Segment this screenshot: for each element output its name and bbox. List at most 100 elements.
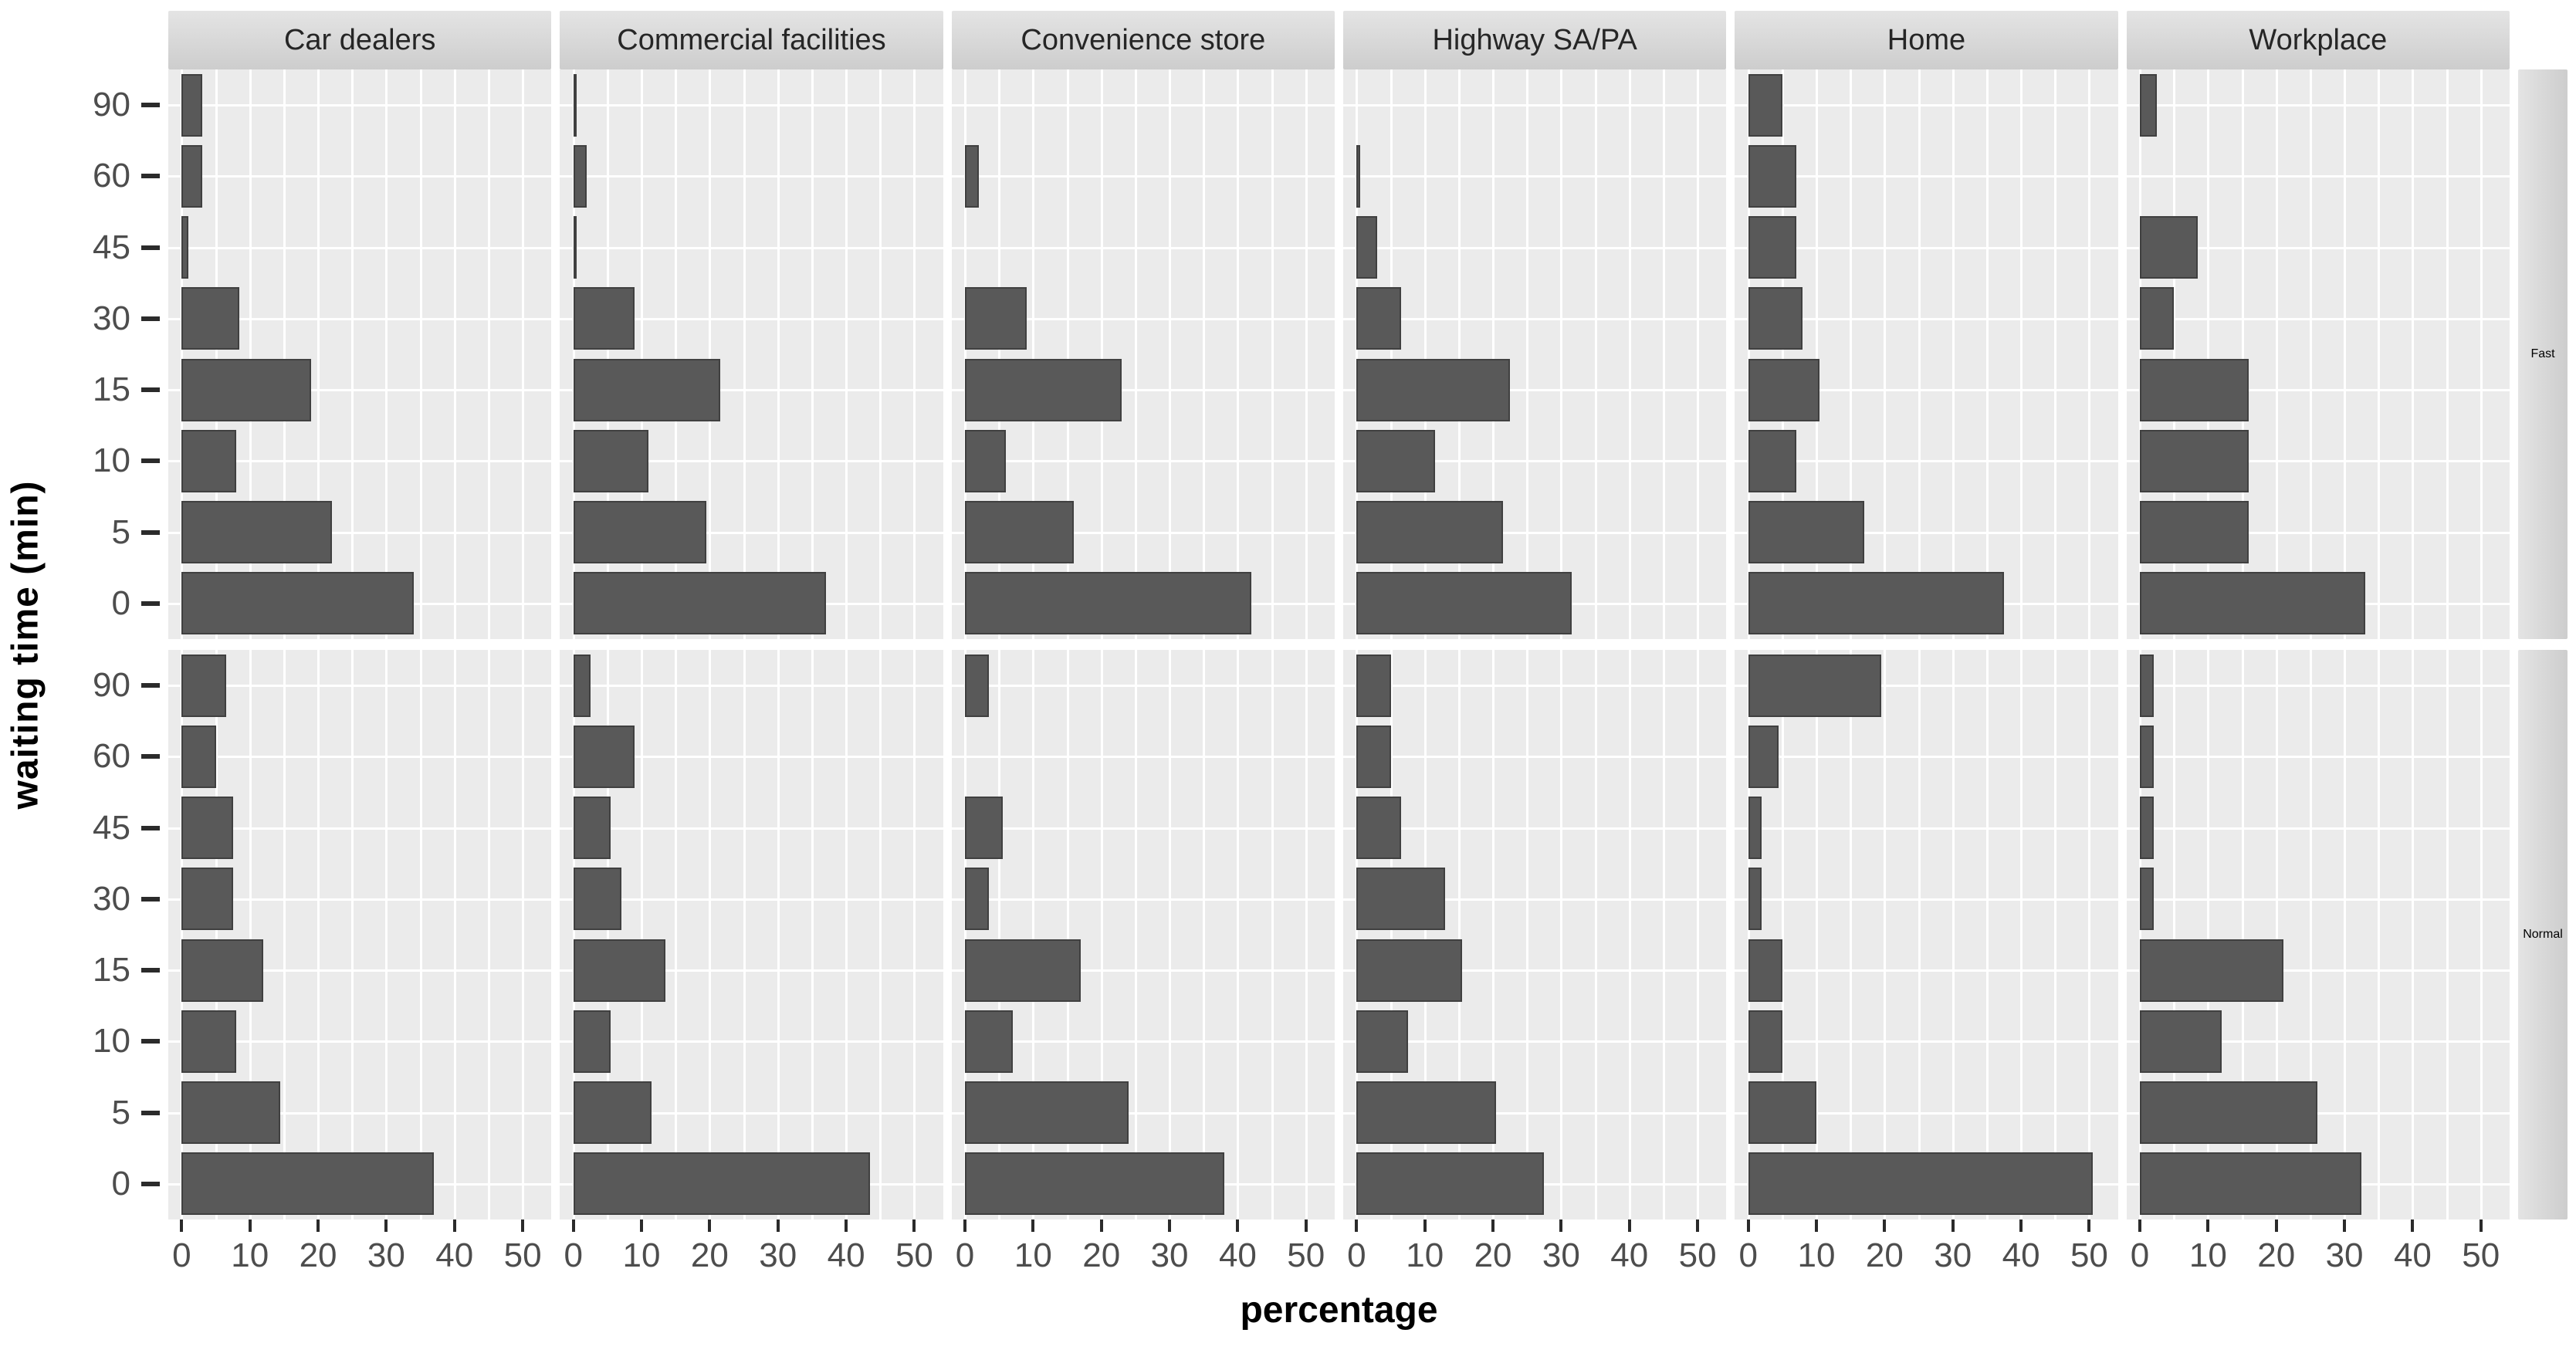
bar: [1748, 1081, 1817, 1145]
x-tick-mark: [640, 1219, 644, 1232]
gridline-horizontal: [1343, 685, 1727, 688]
gridline-vertical: [1305, 69, 1308, 639]
gridline-vertical: [572, 650, 575, 1219]
gridline-vertical: [1356, 69, 1359, 639]
facet-column-strip-home: Home: [1735, 11, 2118, 69]
bar: [181, 1010, 237, 1073]
x-tick-label: 30: [1934, 1236, 1972, 1274]
y-tick-slot: 0: [55, 568, 160, 639]
x-tick-mark: [384, 1219, 388, 1232]
x-tick-label: 10: [622, 1236, 661, 1274]
gridline-horizontal: [168, 685, 552, 688]
gridline-vertical: [811, 69, 814, 639]
gridline-vertical: [1457, 650, 1461, 1219]
gridline-vertical: [998, 69, 1001, 639]
x-tick-mark: [1031, 1219, 1035, 1232]
gridline-horizontal: [1735, 460, 2118, 463]
gridline-horizontal: [168, 1111, 552, 1115]
gridline-horizontal: [560, 460, 943, 463]
gridline-vertical: [1032, 650, 1035, 1219]
y-tick-slot: 90: [55, 650, 160, 721]
gridline-horizontal: [560, 756, 943, 759]
gridline-horizontal: [2126, 531, 2510, 534]
gridline-vertical: [1628, 69, 1631, 639]
bar: [1748, 216, 1796, 279]
gridline-vertical: [487, 69, 490, 639]
gridline-vertical: [879, 69, 882, 639]
gridline-vertical: [1697, 69, 1700, 639]
gridline-horizontal: [2126, 246, 2510, 249]
y-tick-label: 5: [111, 512, 130, 551]
y-tick-mark: [141, 1039, 160, 1044]
gridline-vertical: [1662, 69, 1665, 639]
bar: [1748, 1152, 2093, 1216]
x-tick-label: 0: [564, 1236, 583, 1274]
gridline-horizontal: [1735, 246, 2118, 249]
gridline-vertical: [1918, 69, 1921, 639]
bar: [573, 797, 611, 860]
gridline-vertical: [1594, 69, 1597, 639]
facet-row-label: Normal: [2523, 928, 2563, 941]
y-tick-slot: 5: [55, 497, 160, 568]
gridline-horizontal: [951, 1040, 1335, 1044]
facet-column-strip-car-dealers: Car dealers: [168, 11, 552, 69]
gridline-vertical: [283, 650, 286, 1219]
facet-panel-fast-car-dealers: [168, 69, 552, 639]
x-tick-mark: [2019, 1219, 2023, 1232]
y-tick-slot: 15: [55, 935, 160, 1006]
gridline-horizontal: [168, 246, 552, 249]
x-tick-mark: [912, 1219, 916, 1232]
bar: [1356, 287, 1401, 350]
x-tick-label: 40: [2393, 1236, 2432, 1274]
bar: [1748, 1010, 1782, 1073]
bar: [965, 572, 1252, 635]
bar: [573, 287, 635, 350]
gridline-horizontal: [1343, 531, 1727, 534]
gridline-vertical: [1100, 69, 1103, 639]
x-axis-workplace: 0 10 20 30 40 50: [2127, 1219, 2510, 1284]
x-tick-mark: [1696, 1219, 1700, 1232]
y-tick-mark: [141, 387, 160, 393]
facet-panel-normal-car-dealers: [168, 650, 552, 1219]
y-axis-title: waiting time (min): [5, 69, 46, 1219]
gridline-horizontal: [168, 104, 552, 107]
gridline-vertical: [1237, 69, 1240, 639]
y-tick-mark: [141, 458, 160, 464]
x-tick-label: 40: [2002, 1236, 2040, 1274]
gridline-vertical: [1781, 650, 1784, 1219]
gridline-vertical: [2139, 69, 2142, 639]
gridline-horizontal: [560, 685, 943, 688]
gridline-vertical: [317, 69, 320, 639]
gridline-vertical: [777, 650, 780, 1219]
gridline-horizontal: [1343, 1040, 1727, 1044]
gridline-vertical: [1884, 650, 1887, 1219]
x-tick-mark: [1746, 1219, 1750, 1232]
gridline-horizontal: [2126, 1040, 2510, 1044]
gridline-horizontal: [2126, 685, 2510, 688]
gridline-horizontal: [168, 1040, 552, 1044]
bar: [181, 725, 216, 788]
gridline-vertical: [249, 69, 252, 639]
gridline-horizontal: [951, 1111, 1335, 1115]
gridline-vertical: [2480, 650, 2483, 1219]
x-tick-label: 40: [1610, 1236, 1649, 1274]
gridline-horizontal: [1735, 1111, 2118, 1115]
gridline-horizontal: [1343, 827, 1727, 830]
y-tick-mark: [141, 825, 160, 830]
gridline-horizontal: [560, 898, 943, 901]
gridline-horizontal: [1735, 1040, 2118, 1044]
gridline-vertical: [1526, 650, 1529, 1219]
y-tick-mark: [141, 683, 160, 688]
gridline-vertical: [1850, 650, 1853, 1219]
bar: [1748, 429, 1796, 492]
y-tick-slot: 90: [55, 69, 160, 140]
y-tick-label: 60: [93, 157, 130, 195]
gridline-horizontal: [1735, 531, 2118, 534]
gridline-vertical: [351, 69, 354, 639]
gridline-vertical: [1066, 69, 1069, 639]
y-tick-slot: 10: [55, 425, 160, 496]
y-tick-label: 5: [111, 1093, 130, 1132]
gridline-vertical: [913, 650, 916, 1219]
gridline-vertical: [1305, 650, 1308, 1219]
x-axis-car-dealers: 0 10 20 30 40 50: [168, 1219, 551, 1284]
